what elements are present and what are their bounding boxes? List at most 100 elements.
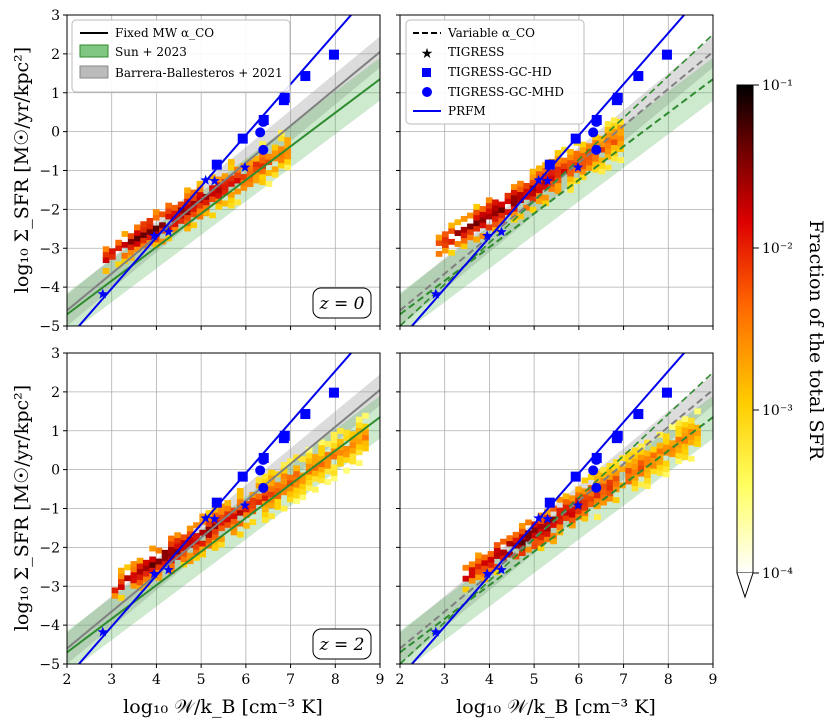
- heatmap-cell: [619, 455, 626, 462]
- heatmap-cell: [299, 477, 307, 484]
- legend-gc-hd-square-icon: [422, 68, 431, 77]
- heatmap-cell: [117, 578, 125, 585]
- heatmap-cell: [221, 184, 229, 191]
- heatmap-cell: [481, 554, 489, 561]
- heatmap-cell: [473, 225, 480, 232]
- heatmap-cell: [543, 530, 551, 537]
- heatmap-cell: [305, 479, 313, 486]
- heatmap-cell: [579, 168, 587, 175]
- heatmap-cell: [324, 457, 332, 464]
- heatmap-cell: [293, 487, 300, 494]
- heatmap-cell: [617, 157, 624, 163]
- heatmap-cell: [612, 459, 620, 466]
- heatmap-cell: [143, 581, 150, 588]
- heatmap-cell: [136, 557, 144, 564]
- heatmap-cell: [221, 189, 229, 196]
- heatmap-cell: [650, 457, 658, 464]
- heatmap-cell: [109, 248, 116, 255]
- heatmap-cell: [280, 467, 288, 474]
- heatmap-cell: [286, 474, 294, 481]
- legend-sun-label: Sun + 2023: [115, 45, 187, 59]
- heatmap-cell: [236, 509, 244, 516]
- heatmap-cell: [487, 561, 495, 568]
- heatmap-cell: [234, 172, 241, 179]
- heatmap-cell: [481, 559, 489, 566]
- heatmap-cell: [186, 552, 194, 559]
- heatmap-cell: [218, 508, 225, 515]
- y-tick-label: −4: [39, 618, 60, 634]
- heatmap-cell: [518, 539, 526, 546]
- heatmap-cell: [330, 469, 338, 476]
- heatmap-cell: [442, 236, 449, 243]
- x-tick-label: 8: [664, 672, 673, 688]
- y-tick-label: −5: [39, 657, 60, 673]
- prfm-line: [77, 15, 353, 326]
- heatmap-cell: [694, 424, 701, 431]
- heatmap-cell: [330, 431, 338, 438]
- heatmap-cell: [473, 220, 480, 227]
- heatmap-cell: [274, 482, 282, 489]
- heatmap-cell: [650, 468, 658, 475]
- heatmap-cell: [625, 478, 633, 485]
- variable-alpha-line: [400, 371, 713, 664]
- marker-tigress-gc-mhd: [591, 482, 602, 493]
- heatmap-cell: [293, 454, 300, 461]
- heatmap-cell: [637, 481, 645, 488]
- panel-top-right: [396, 14, 714, 330]
- heatmap-cell: [510, 189, 518, 196]
- marker-tigress: [542, 513, 553, 524]
- heatmap-cell: [537, 539, 545, 546]
- heatmap-cell: [171, 215, 179, 222]
- heatmap-cell: [454, 230, 462, 237]
- heatmap-cell: [202, 199, 210, 206]
- heatmap-cell: [493, 547, 501, 554]
- heatmap-cell: [462, 575, 470, 582]
- heatmap-cell: [681, 416, 689, 423]
- heatmap-cell: [174, 537, 181, 544]
- heatmap-cell: [567, 187, 574, 193]
- heatmap-cell: [246, 159, 254, 166]
- x-tick-label: 2: [396, 672, 405, 688]
- heatmap-cell: [681, 438, 689, 444]
- marker-tigress-gc-hd: [237, 471, 248, 482]
- x-axis-label-left: log₁₀ 𝒲/k_B [cm⁻³ K]: [123, 696, 323, 718]
- legend-tigress-label: TIGRESS: [448, 45, 504, 59]
- heatmap-cell: [227, 180, 235, 187]
- heatmap-cell: [271, 171, 279, 178]
- heatmap-cell: [215, 203, 223, 210]
- heatmap-cell: [318, 466, 325, 473]
- heatmap-cell: [121, 231, 129, 237]
- y-tick-label: 1: [51, 424, 60, 440]
- heatmap-cell: [236, 531, 244, 538]
- heatmap-cell: [312, 486, 319, 493]
- heatmap-cell: [575, 486, 582, 493]
- heatmap-cell: [644, 472, 651, 479]
- heatmap-cell: [362, 434, 369, 441]
- heatmap-cell: [130, 582, 138, 589]
- ticks: 2 3 4 5 6 7 8 9 −5 −4 −3 −2 −1 0 1 2 3: [39, 346, 384, 688]
- heatmap-cell: [617, 140, 624, 147]
- heatmap-cell: [134, 240, 141, 247]
- heatmap-cell: [136, 568, 144, 575]
- heatmap-cell: [542, 183, 549, 190]
- heatmap-cell: [562, 498, 570, 505]
- heatmap-cell: [343, 467, 350, 474]
- heatmap-cell: [644, 466, 651, 473]
- heatmap-cell: [479, 233, 487, 240]
- heatmap-cell: [355, 449, 363, 456]
- heatmap-cell: [193, 522, 200, 529]
- heatmap-cell: [299, 494, 307, 501]
- heatmap-cell: [102, 251, 110, 258]
- heatmap-cell: [224, 521, 232, 528]
- heatmap-cell: [604, 126, 612, 133]
- heatmap-cell: [468, 572, 476, 579]
- barrera-line: [67, 51, 380, 312]
- heatmap-cell: [278, 135, 285, 142]
- heatmap-cell: [594, 514, 601, 521]
- heatmap-cell: [227, 175, 235, 182]
- heatmap-cell: [467, 223, 474, 230]
- heatmap-cell: [193, 544, 200, 550]
- marker-tigress: [572, 161, 584, 172]
- heatmap-cell: [249, 502, 257, 509]
- heatmap-cell: [611, 144, 618, 151]
